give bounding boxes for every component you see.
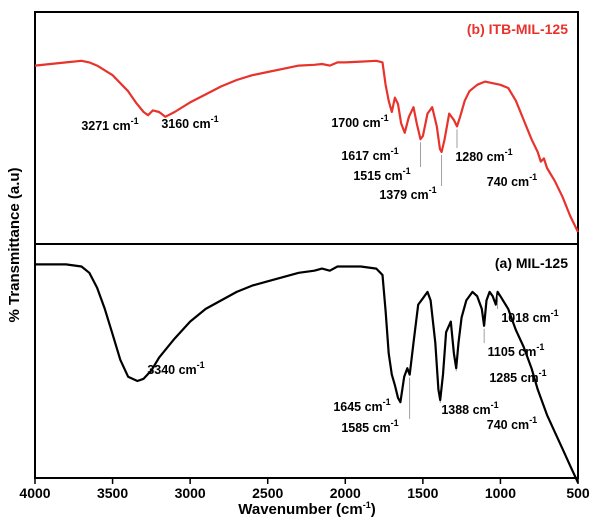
peak-label-sup: -1 xyxy=(529,172,537,182)
peak-label-sup: -1 xyxy=(391,146,399,156)
x-axis-title: Wavenumber (cm-1) xyxy=(238,500,376,518)
x-axis-title-main: Wavenumber (cm xyxy=(238,501,362,518)
x-tick-label: 3000 xyxy=(175,485,206,501)
peak-label-text: 1105 cm xyxy=(488,345,537,359)
y-axis-title: % Transmittance (a.u) xyxy=(6,167,23,322)
peak-label-text: 740 cm xyxy=(487,175,529,189)
peak-label-text: 1388 cm xyxy=(441,403,490,417)
peak-label-text: 1617 cm xyxy=(341,149,390,163)
x-axis-ticks: 4000 3500 3000 2500 2000 1500 1000 500 xyxy=(19,478,590,501)
peak-label: 1585 cm-1 xyxy=(341,418,398,435)
peak-label: 1700 cm-1 xyxy=(331,113,388,130)
peak-label-sup: -1 xyxy=(383,397,391,407)
peak-label-sup: -1 xyxy=(403,166,411,176)
peak-label-sup: -1 xyxy=(491,400,499,410)
peak-label: 1645 cm-1 xyxy=(333,397,390,414)
peak-label-sup: -1 xyxy=(536,342,544,352)
x-tick-label: 1500 xyxy=(407,485,438,501)
peak-label: 1018 cm-1 xyxy=(501,308,558,325)
x-tick-label: 3500 xyxy=(97,485,128,501)
peak-label-text: 1585 cm xyxy=(341,421,390,435)
x-tick-label: 1000 xyxy=(485,485,516,501)
peak-label-sup: -1 xyxy=(197,360,205,370)
peak-label-text: 740 cm xyxy=(487,418,529,432)
peak-label-sup: -1 xyxy=(539,368,547,378)
peak-label: 1388 cm-1 xyxy=(441,400,498,417)
x-axis-title-close: ) xyxy=(371,501,376,518)
panel-label-top: (b) ITB-MIL-125 xyxy=(467,21,568,37)
peak-label-sup: -1 xyxy=(529,415,537,425)
peak-label: 3160 cm-1 xyxy=(161,114,218,131)
peak-label: 1617 cm-1 xyxy=(341,146,398,163)
peak-label-text: 1018 cm xyxy=(501,311,550,325)
peak-label-text: 1379 cm xyxy=(379,188,428,202)
peak-label-text: 1515 cm xyxy=(353,169,402,183)
peak-label-sup: -1 xyxy=(391,418,399,428)
x-tick-label: 2000 xyxy=(330,485,361,501)
peak-label: 740 cm-1 xyxy=(487,172,537,189)
peak-label-text: 1645 cm xyxy=(333,400,382,414)
peak-label-text: 1285 cm xyxy=(489,371,538,385)
x-tick-label: 4000 xyxy=(19,485,50,501)
series-line-itb-mil-125 xyxy=(34,59,579,233)
peak-label-sup: -1 xyxy=(551,308,559,318)
x-axis-title-sup: -1 xyxy=(363,500,371,510)
peak-label-sup: -1 xyxy=(429,185,437,195)
peak-label-text: 3160 cm xyxy=(161,117,210,131)
peak-label: 3340 cm-1 xyxy=(147,360,204,377)
x-tick-label: 500 xyxy=(566,485,590,501)
series-line-mil-125 xyxy=(35,263,579,484)
peak-label-sup: -1 xyxy=(381,113,389,123)
peak-label: 1515 cm-1 xyxy=(353,166,410,183)
peak-label-sup: -1 xyxy=(131,116,139,126)
panel-label-bottom: (a) MIL-125 xyxy=(495,255,568,271)
peak-label: 1280 cm-1 xyxy=(455,147,512,164)
peak-label-text: 1280 cm xyxy=(455,150,504,164)
peak-label-sup: -1 xyxy=(505,147,513,157)
peak-label-text: 1700 cm xyxy=(331,116,380,130)
peak-label: 740 cm-1 xyxy=(487,415,537,432)
x-tick-label: 2500 xyxy=(252,485,283,501)
peak-label-text: 3340 cm xyxy=(147,363,196,377)
peak-label: 3271 cm-1 xyxy=(81,116,138,133)
peak-label-text: 3271 cm xyxy=(81,119,130,133)
peak-label-sup: -1 xyxy=(211,114,219,124)
peak-label: 1285 cm-1 xyxy=(489,368,546,385)
peak-label: 1379 cm-1 xyxy=(379,185,436,202)
peak-label: 1105 cm-1 xyxy=(488,342,545,359)
